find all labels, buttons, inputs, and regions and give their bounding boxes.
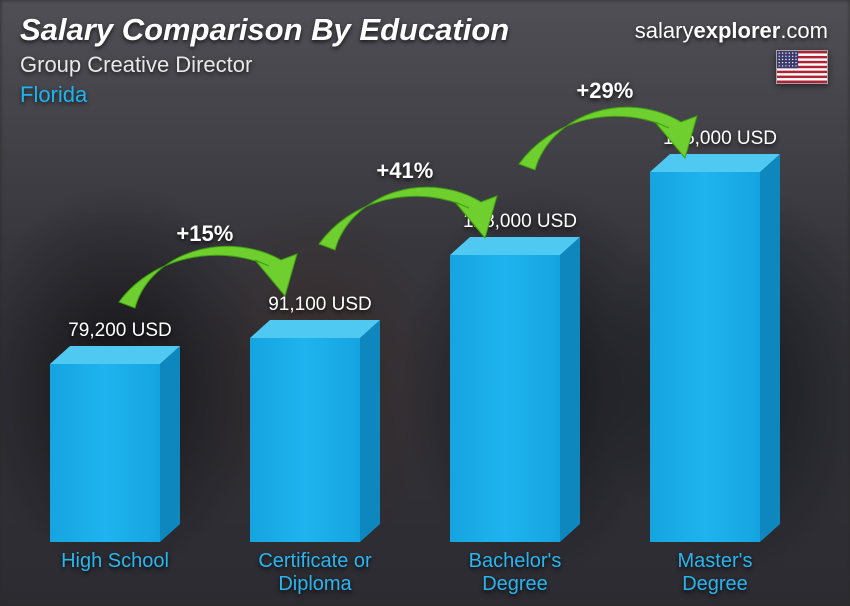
chart-title: Salary Comparison By Education	[20, 12, 509, 48]
flag-icon	[776, 50, 828, 84]
bar-label: Master'sDegree	[620, 550, 810, 596]
bar: 91,100 USDCertificate orDiploma	[250, 338, 380, 542]
increase-arrow: +41%	[305, 152, 515, 252]
increase-arrow: +29%	[505, 72, 715, 172]
increase-arrow: +15%	[105, 215, 315, 310]
bar-label: Certificate orDiploma	[220, 550, 410, 596]
bar: 79,200 USDHigh School	[50, 364, 180, 542]
chart-location: Florida	[20, 82, 87, 108]
bar: 165,000 USDMaster'sDegree	[650, 172, 780, 542]
bar: 128,000 USDBachelor'sDegree	[450, 255, 580, 542]
bar-label: Bachelor'sDegree	[420, 550, 610, 596]
increase-percent: +29%	[576, 78, 633, 104]
bar-label: High School	[20, 550, 210, 573]
increase-percent: +41%	[376, 158, 433, 184]
bar-value: 79,200 USD	[35, 320, 205, 342]
brand-suffix: .com	[780, 18, 828, 43]
content-root: Salary Comparison By Education Group Cre…	[0, 0, 850, 606]
brand-prefix: salary	[635, 18, 694, 43]
chart-subtitle: Group Creative Director	[20, 52, 252, 78]
increase-percent: +15%	[176, 221, 233, 247]
brand-bold: explorer	[693, 18, 780, 43]
brand-watermark: salaryexplorer.com	[635, 18, 828, 44]
